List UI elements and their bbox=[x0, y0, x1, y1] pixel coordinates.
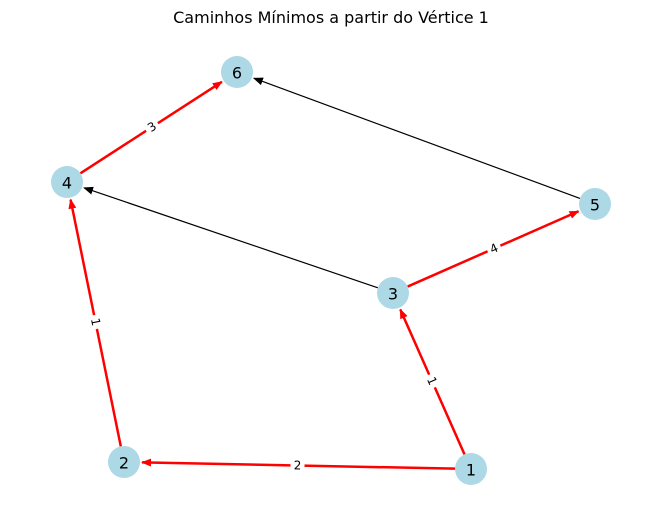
edge-weight-text: 1 bbox=[88, 317, 103, 327]
node-label: 3 bbox=[388, 285, 398, 304]
node-4[interactable]: 4 bbox=[51, 166, 83, 198]
node-label: 2 bbox=[119, 454, 129, 473]
edge-3-5: 4 bbox=[407, 210, 580, 288]
edge-line bbox=[83, 186, 379, 289]
node-circle[interactable] bbox=[221, 56, 253, 88]
edge-weight-label: 4 bbox=[484, 238, 504, 259]
edge-4-6: 3 bbox=[79, 80, 223, 175]
node-circle[interactable] bbox=[108, 446, 140, 478]
edge-1-3: 1 bbox=[399, 308, 466, 455]
node-circle[interactable] bbox=[455, 453, 487, 485]
edges-layer: 2 1 1 4 3 bbox=[68, 77, 581, 474]
edge-line bbox=[252, 77, 581, 200]
edge-5-6 bbox=[252, 77, 581, 200]
edge-3-4 bbox=[83, 186, 379, 289]
node-3[interactable]: 3 bbox=[377, 277, 409, 309]
node-label: 5 bbox=[590, 196, 600, 215]
node-circle[interactable] bbox=[51, 166, 83, 198]
edge-weight-label: 3 bbox=[141, 116, 163, 138]
node-label: 6 bbox=[232, 64, 242, 83]
edge-1-2: 2 bbox=[140, 457, 456, 474]
edge-2-4: 1 bbox=[68, 198, 123, 447]
node-circle[interactable] bbox=[579, 188, 611, 220]
node-2[interactable]: 2 bbox=[108, 446, 140, 478]
graph-title: Caminhos Mínimos a partir do Vértice 1 bbox=[173, 8, 489, 27]
nodes-layer: 1 2 3 4 5 6 bbox=[51, 56, 611, 485]
node-6[interactable]: 6 bbox=[221, 56, 253, 88]
node-5[interactable]: 5 bbox=[579, 188, 611, 220]
edge-weight-text: 2 bbox=[294, 458, 302, 472]
node-1[interactable]: 1 bbox=[455, 453, 487, 485]
node-circle[interactable] bbox=[377, 277, 409, 309]
edge-weight-label: 1 bbox=[86, 313, 105, 331]
edge-weight-label: 1 bbox=[421, 371, 443, 391]
edge-weight-label: 2 bbox=[290, 457, 305, 474]
node-label: 4 bbox=[62, 174, 72, 193]
node-label: 1 bbox=[466, 461, 476, 480]
